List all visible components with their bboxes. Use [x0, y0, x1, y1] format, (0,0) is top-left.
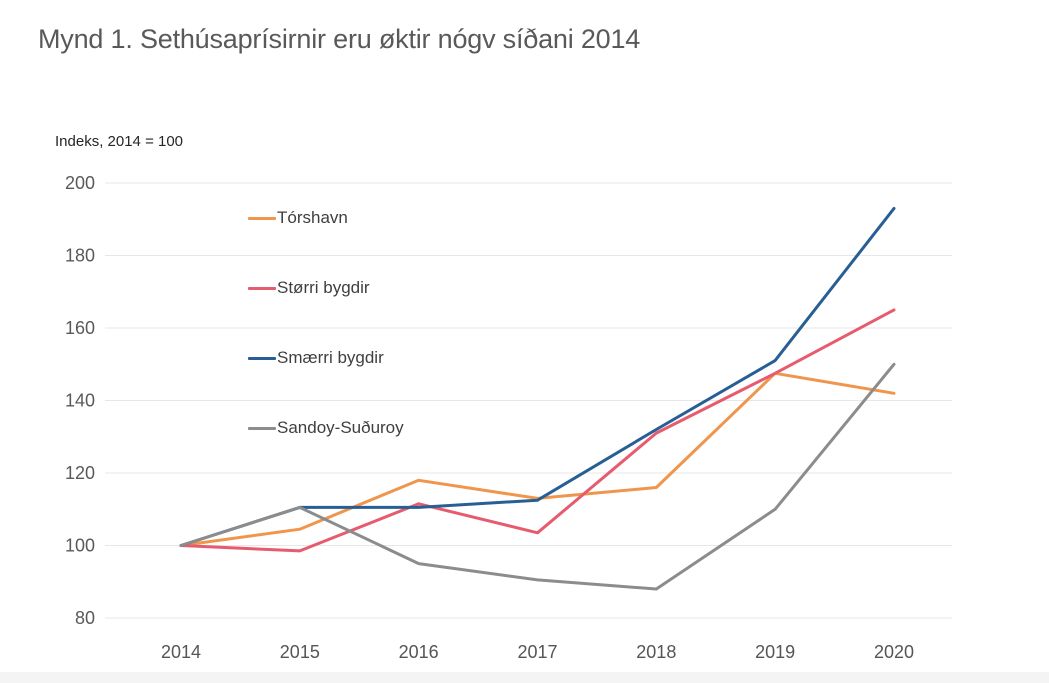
x-tick-label-2017: 2017: [517, 642, 557, 662]
x-tick-label-2016: 2016: [399, 642, 439, 662]
y-tick-label-80: 80: [75, 608, 95, 628]
series-line-sandoy-su-uroy: [179, 362, 896, 591]
legend-marker-torshavn-icon: [248, 216, 276, 220]
bottom-band: [0, 672, 1049, 683]
legend-marker-sandoy-suduroy-icon: [248, 426, 276, 430]
chart-title: Mynd 1. Sethúsaprísirnir eru øktir nógv …: [38, 24, 641, 54]
y-tick-label-200: 200: [65, 173, 95, 193]
legend-label: Størri bygdir: [277, 278, 370, 297]
y-tick-label-120: 120: [65, 463, 95, 483]
x-tick-label-2015: 2015: [280, 642, 320, 662]
series-line-t-rshavn: [179, 371, 896, 547]
y-tick-label-180: 180: [65, 246, 95, 266]
series-line-st-rri-bygdir: [179, 308, 896, 553]
x-tick-label-2018: 2018: [636, 642, 676, 662]
x-tick-label-2020: 2020: [874, 642, 914, 662]
legend-item-sandoy-suduroy[interactable]: Sandoy-Suðuroy: [248, 418, 404, 438]
x-tick-label-2019: 2019: [755, 642, 795, 662]
legend-label: Smærri bygdir: [277, 348, 384, 367]
y-tick-label-100: 100: [65, 536, 95, 556]
legend-item-storri-bygdir[interactable]: Størri bygdir: [248, 278, 370, 298]
legend-marker-smaerri-bygdir-icon: [248, 356, 276, 360]
legend-label: Sandoy-Suðuroy: [277, 418, 404, 437]
y-tick-label-160: 160: [65, 318, 95, 338]
x-tick-label-2014: 2014: [161, 642, 201, 662]
y-axis-note: Indeks, 2014 = 100: [55, 133, 184, 150]
legend-item-smaerri-bygdir[interactable]: Smærri bygdir: [248, 348, 384, 368]
legend-label: Tórshavn: [277, 208, 348, 227]
legend-item-torshavn[interactable]: Tórshavn: [248, 208, 348, 228]
y-tick-label-140: 140: [65, 391, 95, 411]
legend-marker-storri-bygdir-icon: [248, 286, 276, 290]
